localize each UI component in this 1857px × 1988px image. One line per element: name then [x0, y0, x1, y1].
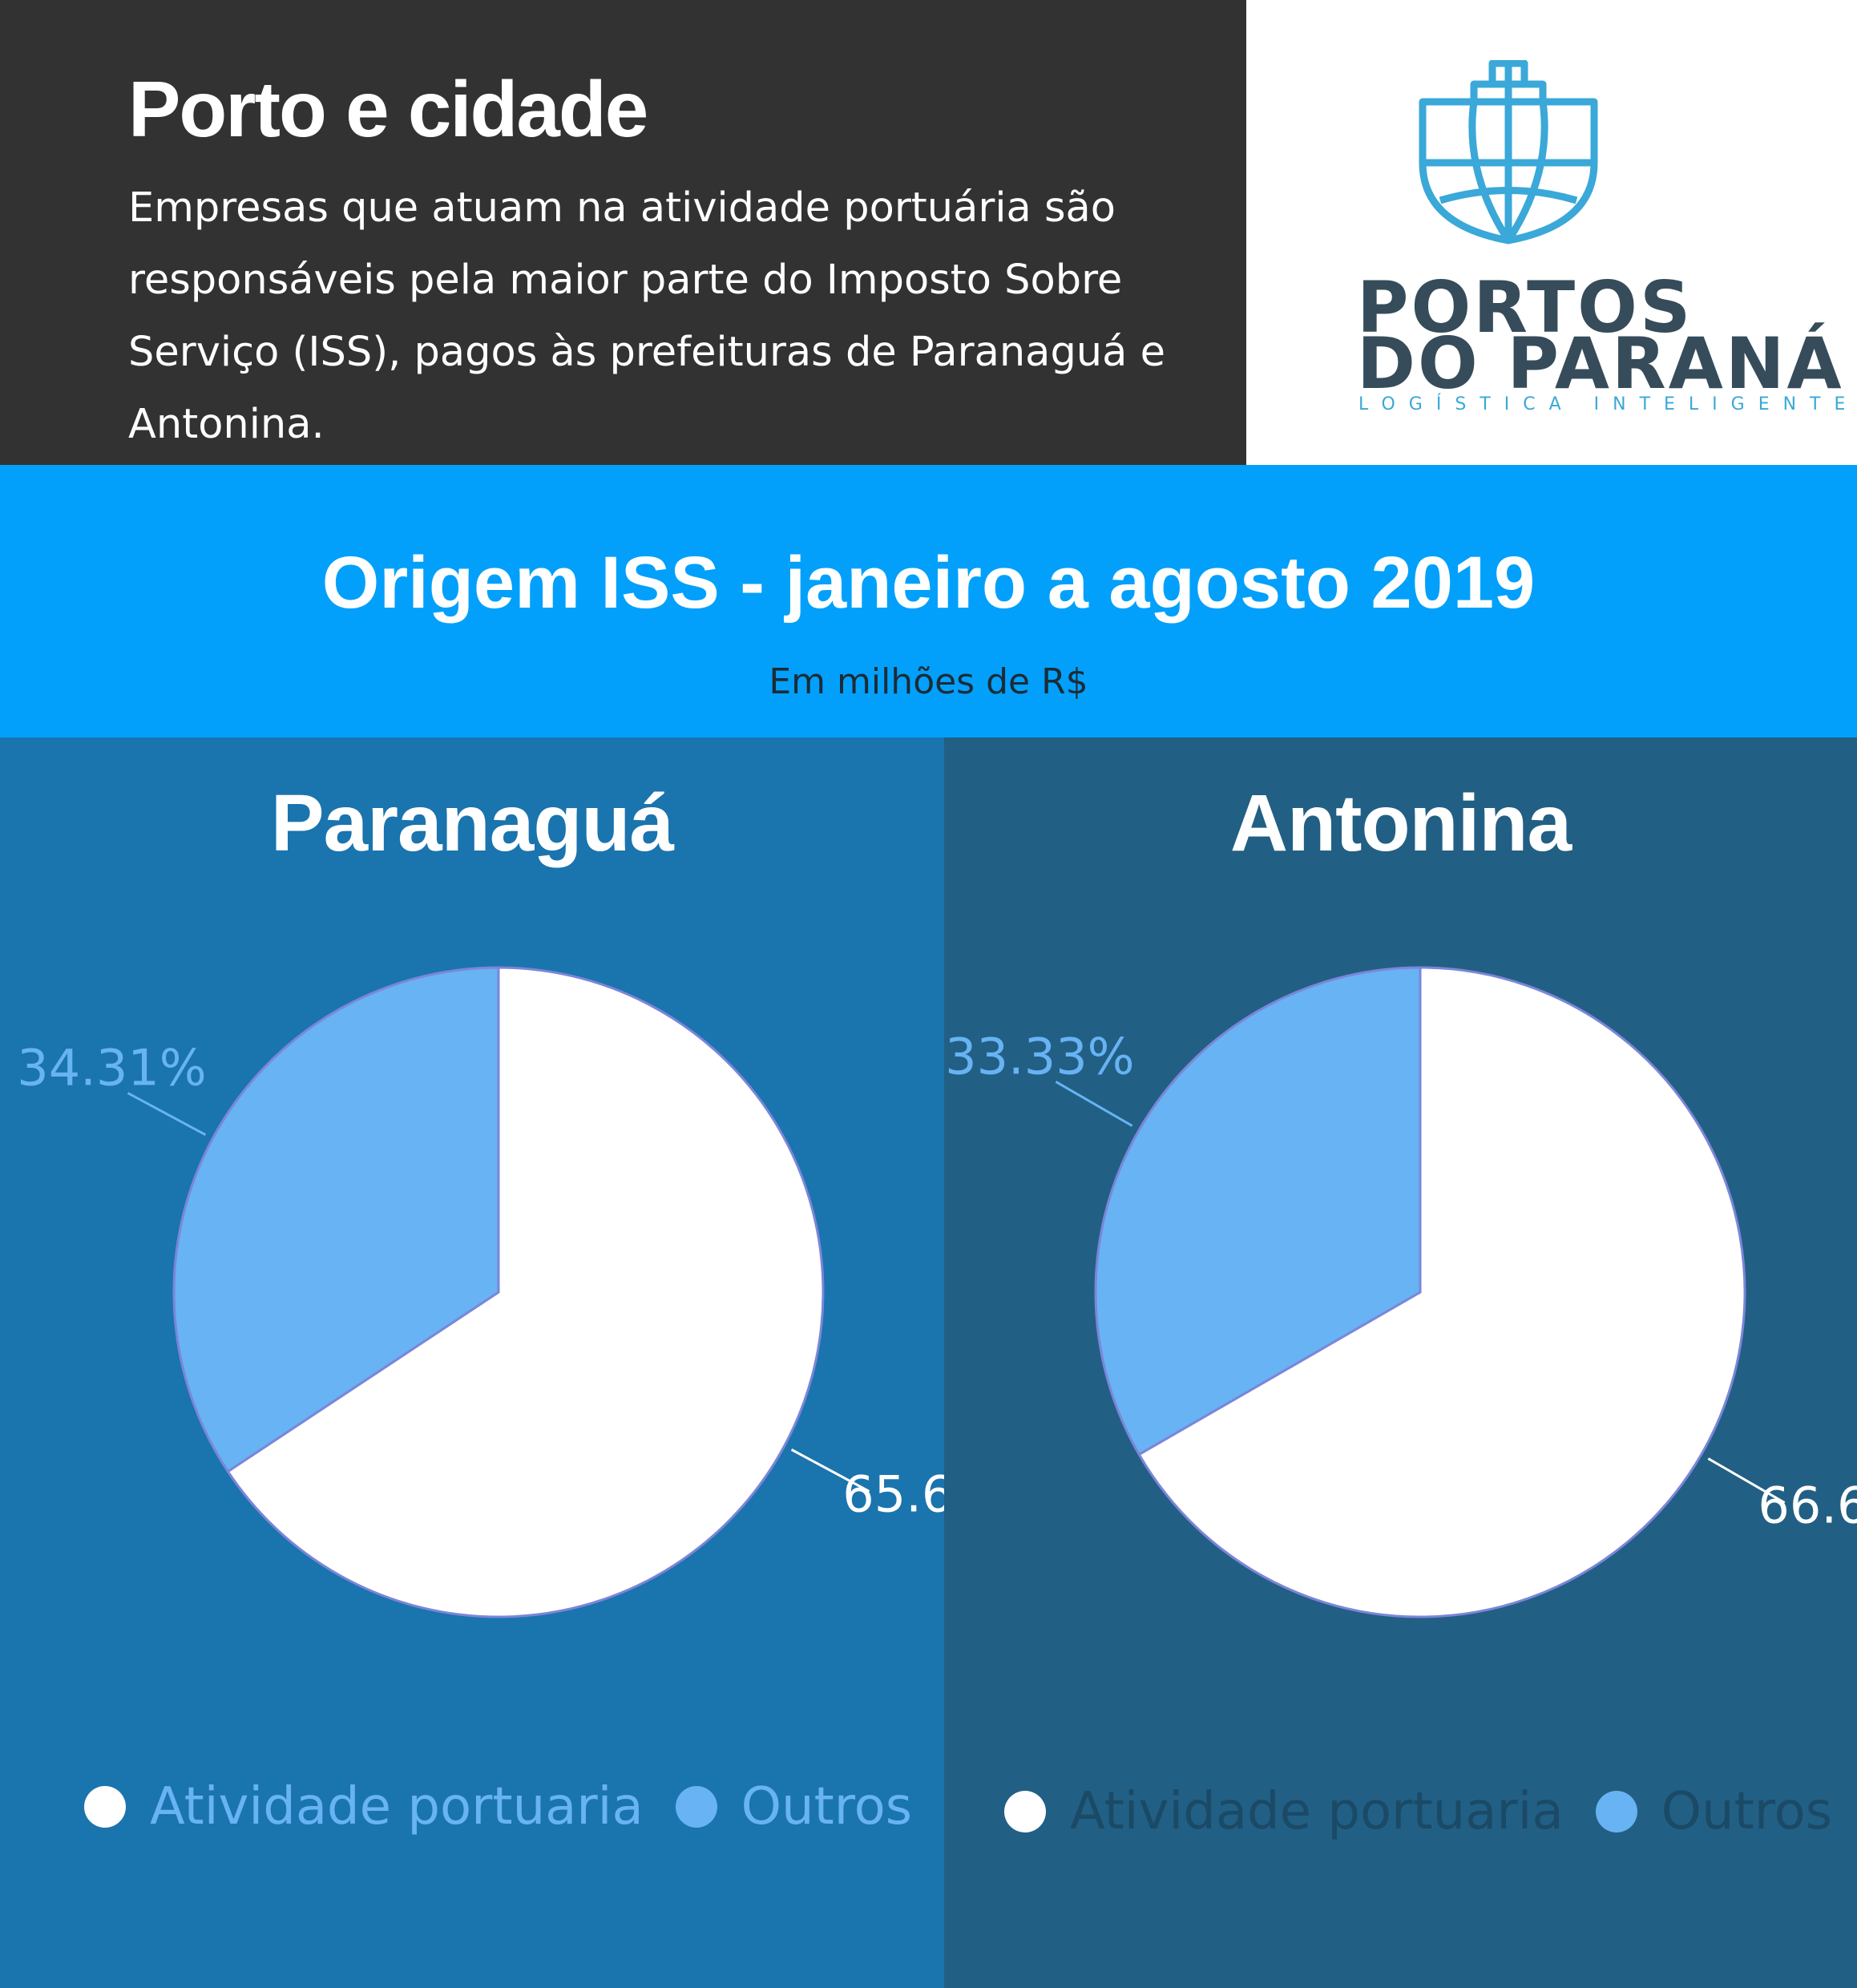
- pie-slice-atividade-portuaria: [1137, 966, 1746, 1618]
- logo: PORTOS DO PARANÁ LOGÍSTICA INTELIGENTE: [1246, 0, 1857, 465]
- legend-paranagua: Atividade portuaria Outros: [84, 1777, 944, 1836]
- logo-text-line2: DO PARANÁ: [1357, 322, 1844, 405]
- legend-dot-outros: [1595, 1791, 1637, 1832]
- logo-text-line1: PORTOS: [1357, 266, 1694, 349]
- legend-label-atividade-portuaria: Atividade portuaria: [1070, 1782, 1564, 1841]
- page-title: Porto e cidade: [128, 65, 648, 153]
- chart-title: Origem ISS - janeiro a agosto 2019: [321, 542, 1536, 624]
- legend-label-outros: Outros: [741, 1777, 913, 1836]
- leader-line-outros: [1055, 1081, 1133, 1127]
- chart-title-antonina: Antonina: [1229, 778, 1572, 868]
- shield-globe-icon: [1419, 60, 1598, 244]
- legend-dot-atividade-portuaria: [84, 1786, 126, 1828]
- leader-line-atividade-portuaria: [790, 1449, 870, 1493]
- chart-panel-antonina: Antonina 66.67% 33.33% Atividade portuari…: [944, 737, 1857, 1988]
- data-label-atividade-portuaria: 65.69%: [842, 1465, 944, 1523]
- legend-label-atividade-portuaria: Atividade portuaria: [150, 1777, 644, 1836]
- pie-chart-paranagua: 65.69% 34.31%: [17, 966, 944, 1618]
- chart-title-paranagua: Paranaguá: [270, 778, 674, 868]
- legend-dot-atividade-portuaria: [1004, 1791, 1046, 1832]
- legend-antonina: Atividade portuaria Outros: [1004, 1782, 1857, 1841]
- chart-banner: Origem ISS - janeiro a agosto 2019 Em mi…: [0, 465, 1857, 737]
- data-label-atividade-portuaria: 66.67%: [1758, 1477, 1857, 1535]
- chart-subtitle: Em milhões de R$: [769, 661, 1088, 702]
- legend-dot-outros: [675, 1786, 717, 1828]
- logo-tagline: LOGÍSTICA INTELIGENTE: [1358, 394, 1857, 414]
- data-label-outros: 34.31%: [17, 1039, 206, 1097]
- legend-label-outros: Outros: [1661, 1782, 1833, 1841]
- chart-panel-paranagua: Paranaguá 65.69% 34.31% Atividade portuar…: [0, 737, 944, 1988]
- pie-slice-outros: [172, 966, 500, 1473]
- leader-line-outros: [127, 1092, 207, 1136]
- pie-chart-antonina: 66.67% 33.33%: [945, 966, 1857, 1618]
- page-description: Empresas que atuam na atividade portuári…: [128, 184, 1165, 448]
- data-label-outros: 33.33%: [945, 1027, 1134, 1085]
- leader-line-atividade-portuaria: [1707, 1457, 1786, 1504]
- pie-slice-outros: [1094, 966, 1422, 1457]
- header-panel: Porto e cidade Empresas que atuam na ati…: [0, 0, 1246, 465]
- pie-slice-atividade-portuaria: [226, 966, 825, 1618]
